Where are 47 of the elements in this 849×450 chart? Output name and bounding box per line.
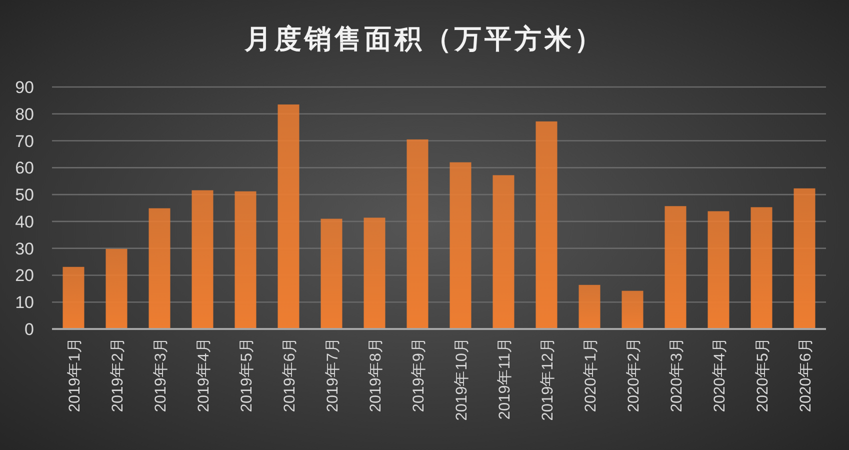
bar — [148, 208, 170, 329]
bar — [234, 191, 256, 329]
x-tick-label: 2019年6月 — [282, 337, 298, 412]
bar — [492, 175, 514, 329]
y-tick-label: 80 — [15, 104, 34, 124]
bar — [62, 266, 84, 329]
bar — [192, 190, 214, 329]
x-tick-label: 2019年2月 — [110, 337, 126, 412]
bar — [578, 284, 600, 329]
x-tick-label: 2019年5月 — [238, 337, 256, 412]
bar — [536, 121, 558, 329]
y-tick-label: 20 — [15, 266, 34, 286]
bar — [750, 207, 772, 329]
x-tick-label: 2019年9月 — [410, 337, 428, 412]
x-tick-label: 2019年7月 — [324, 337, 342, 412]
x-tick-label: 2020年5月 — [754, 337, 772, 412]
x-tick-label: 2019年1月 — [66, 337, 84, 412]
x-tick-label: 2020年1月 — [582, 337, 600, 412]
y-tick-label: 10 — [15, 293, 34, 312]
x-tick-label: 2019年4月 — [196, 337, 212, 412]
bar — [106, 248, 128, 329]
x-tick-label: 2019年12月 — [540, 337, 556, 421]
x-tick-label: 2020年3月 — [668, 337, 686, 412]
y-tick-label: 0 — [24, 320, 34, 339]
x-tick-label: 2019年11月 — [496, 337, 514, 420]
bar — [664, 206, 686, 329]
x-tick-label: 2019年8月 — [368, 337, 384, 412]
y-tick-label: 70 — [15, 132, 34, 151]
y-tick-label: 40 — [15, 212, 34, 232]
bar — [406, 139, 428, 329]
x-tick-label: 2019年10月 — [454, 337, 470, 421]
bar — [794, 188, 816, 329]
bar — [278, 104, 300, 329]
y-tick-label: 90 — [15, 78, 34, 97]
bar — [450, 162, 472, 329]
bar — [320, 218, 342, 329]
y-tick-label: 60 — [15, 158, 34, 178]
x-tick-label: 2020年2月 — [626, 337, 642, 412]
x-tick-label: 2020年6月 — [798, 337, 814, 412]
y-tick-label: 30 — [15, 239, 34, 258]
bar — [622, 290, 644, 329]
bar — [708, 211, 730, 329]
x-tick-label: 2019年3月 — [152, 337, 170, 412]
chart-title: 月度销售面积（万平方米） — [244, 24, 604, 54]
bar — [364, 218, 386, 329]
y-tick-label: 50 — [15, 186, 34, 205]
x-tick-label: 2020年4月 — [712, 337, 728, 412]
